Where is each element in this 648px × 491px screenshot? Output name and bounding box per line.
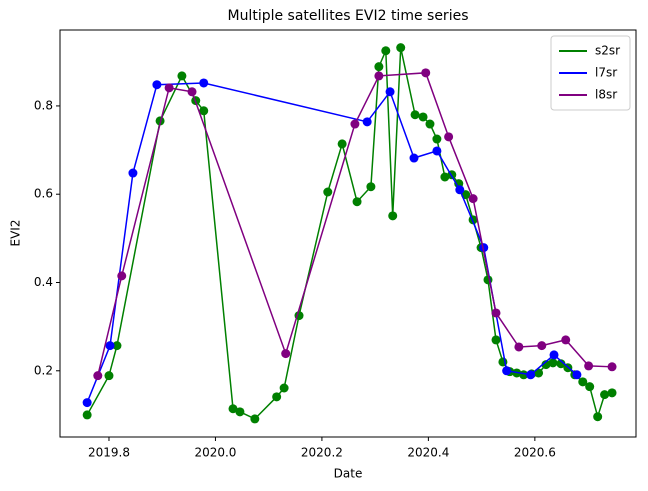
point [112,341,122,351]
point [82,398,92,408]
y-tick-label: 0.2 [34,363,53,377]
point [425,119,435,129]
point [421,68,431,78]
point [164,83,174,93]
point [444,132,454,142]
point [455,185,465,195]
y-tick-label: 0.8 [34,98,53,112]
series-line [97,72,613,376]
point [388,211,398,221]
point [561,335,571,345]
point [128,168,138,178]
point [468,194,478,204]
point [549,350,559,360]
point [250,414,260,424]
point [491,335,501,345]
point [177,71,187,81]
legend-label: l7sr [595,66,617,80]
point [152,80,162,90]
point [187,87,197,97]
plot-frame [59,29,637,438]
point [199,78,209,88]
point [337,139,347,149]
chart-title: Multiple satellites EVI2 time series [227,8,468,24]
point [526,370,536,380]
point [593,412,603,422]
y-tick-label: 0.6 [34,187,53,201]
point [541,360,551,370]
point [374,71,384,81]
point [607,388,617,398]
point [572,370,582,380]
legend: s2sr l7sr l8sr [550,35,631,111]
point [323,187,333,197]
point [479,243,489,253]
point [117,271,127,281]
point [352,197,362,207]
x-tick-label: 2019.8 [88,446,130,460]
point [578,377,588,387]
point [396,43,406,53]
x-tick-label: 2020.6 [514,446,556,460]
point [556,359,566,369]
point [279,383,289,393]
x-axis-label: Date [334,467,363,481]
point [93,371,103,381]
x-tick-label: 2020.4 [407,446,449,460]
x-tick-label: 2020.0 [194,446,236,460]
point [199,106,209,116]
point [440,172,450,182]
legend-label: s2sr [595,44,620,58]
x-tick-label: 2020.2 [301,446,343,460]
y-axis-label: EVI2 [9,220,23,247]
point [374,62,384,72]
point [104,371,114,381]
point [409,153,419,163]
y-tick-label: 0.4 [34,275,53,289]
point [105,341,115,351]
point [385,87,395,97]
point [228,404,238,414]
point [272,392,282,402]
point [491,308,501,318]
legend-box [550,35,631,111]
point [585,382,595,392]
point [82,410,92,420]
point [235,407,245,417]
point [502,366,512,376]
point [600,390,610,400]
point [537,341,547,351]
point [548,358,558,368]
point [418,112,428,122]
point [281,349,291,359]
point [432,134,442,144]
point [607,362,617,372]
point [514,342,524,352]
point [350,119,360,129]
series-line [86,82,578,403]
point [584,361,594,371]
point [381,46,391,56]
point [410,110,420,120]
point [362,117,372,127]
point [432,146,442,156]
point [366,182,376,192]
legend-label: l8sr [595,88,617,102]
